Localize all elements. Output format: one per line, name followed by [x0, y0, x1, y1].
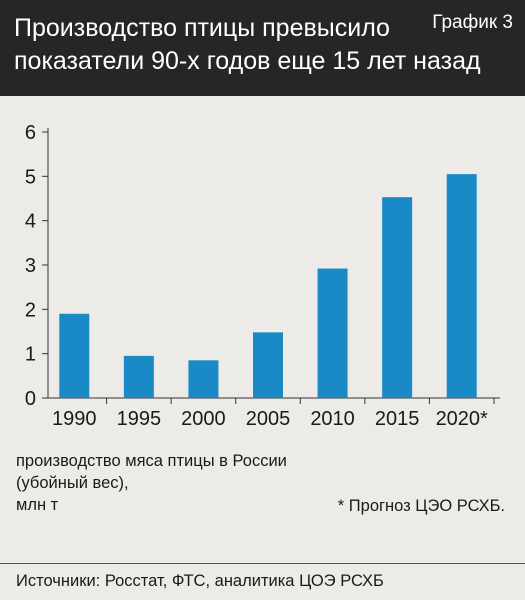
y-tick-label: 5: [25, 166, 36, 188]
x-tick-label: 2015: [375, 408, 420, 430]
y-tick-label: 4: [25, 211, 36, 233]
bar: [253, 332, 283, 398]
chart-title: Производство птицы превысило показатели …: [14, 12, 481, 78]
title-line-2: показатели 90-х годов еще 15 лет назад: [14, 47, 481, 75]
bar: [317, 268, 348, 398]
bar-chart: 0 1 2 3 4 5 6 1990 1995 2000 2005 2010 2015 2020*: [25, 122, 500, 430]
figure-badge: График 3: [432, 12, 513, 33]
y-tick-label: 2: [25, 299, 36, 321]
y-tick-label: 1: [25, 344, 36, 366]
y-axis-label-line-2: (убойный вес),: [16, 474, 129, 492]
x-tick-label: 2020*: [436, 408, 488, 430]
bar: [382, 197, 413, 398]
y-tick-label: 3: [25, 255, 36, 277]
x-tick-label: 2000: [181, 408, 226, 430]
x-tick-label: 1995: [117, 408, 162, 430]
y-tick-label: 6: [25, 122, 36, 144]
bar: [188, 360, 219, 398]
bar: [446, 174, 477, 398]
forecast-footnote: * Прогноз ЦЭО РСХБ.: [337, 497, 505, 515]
x-tick-label: 1990: [52, 408, 97, 430]
sources-note: Источники: Росстат, ФТС, аналитика ЦОЭ Р…: [16, 572, 384, 590]
y-tick-label: 0: [25, 388, 36, 410]
y-axis-label: производство мяса птицы в России (убойны…: [16, 450, 287, 516]
y-axis-label-line-1: производство мяса птицы в России: [16, 452, 287, 470]
bar: [59, 313, 90, 398]
x-tick-label: 2005: [246, 408, 291, 430]
header-band: Производство птицы превысило показатели …: [0, 0, 525, 96]
y-axis-label-line-3: млн т: [16, 496, 59, 514]
bar: [123, 355, 154, 398]
x-tick-label: 2010: [310, 408, 355, 430]
footer-divider: [0, 563, 525, 564]
title-line-1: Производство птицы превысило: [14, 14, 390, 42]
